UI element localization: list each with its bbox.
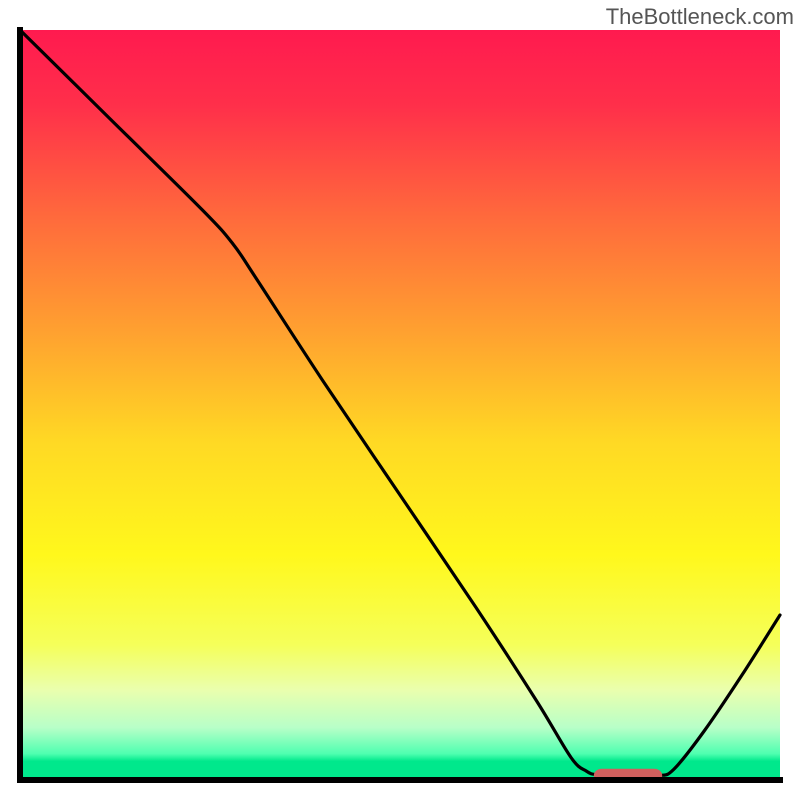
chart-container: { "watermark": { "text": "TheBottleneck.… <box>0 0 800 800</box>
watermark-text: TheBottleneck.com <box>606 4 794 30</box>
bottleneck-chart <box>0 0 800 800</box>
